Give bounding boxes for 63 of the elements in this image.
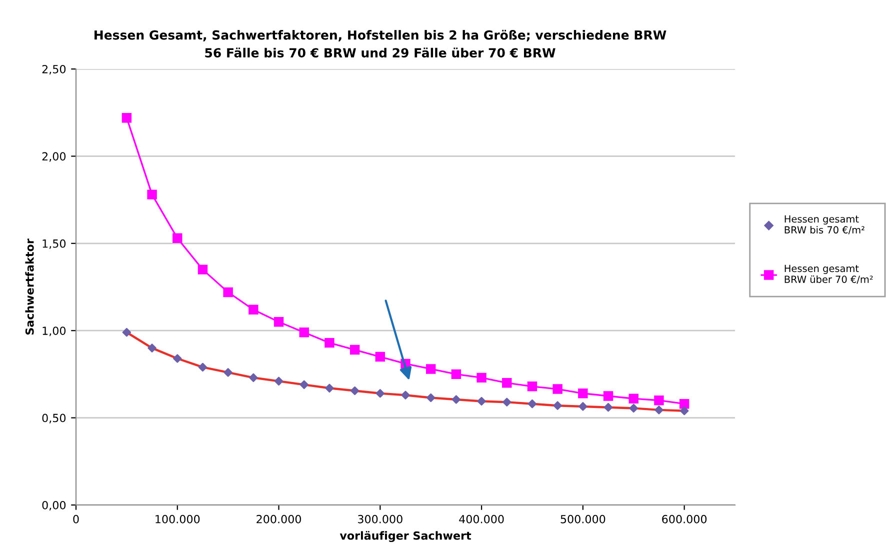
point bbox=[604, 402, 613, 412]
x-tick-label: 300.000 bbox=[358, 514, 402, 524]
point bbox=[198, 362, 208, 372]
point bbox=[452, 395, 461, 404]
point bbox=[299, 327, 309, 338]
point bbox=[274, 376, 284, 386]
point bbox=[249, 373, 258, 382]
point bbox=[629, 404, 638, 413]
point bbox=[248, 304, 258, 315]
point bbox=[426, 364, 436, 374]
point bbox=[654, 406, 664, 414]
point bbox=[300, 380, 308, 390]
x-tick-label: 600.000 bbox=[662, 514, 707, 524]
point bbox=[224, 368, 232, 377]
point bbox=[122, 112, 132, 123]
y-tick-label: 2,50 bbox=[42, 64, 66, 75]
point bbox=[172, 233, 182, 244]
legend-label: Hessen gesamt BRW bis 70 €/m² bbox=[784, 215, 864, 234]
y-tick-label: 2,00 bbox=[42, 152, 66, 162]
point bbox=[578, 402, 588, 411]
point bbox=[122, 328, 132, 337]
y-tick-label: 1,50 bbox=[42, 239, 66, 249]
x-axis-title: vorläufiger Sachwert bbox=[340, 531, 472, 542]
point bbox=[376, 389, 385, 398]
x-tick-label: 200.000 bbox=[256, 514, 302, 524]
y-tick-label: 0,00 bbox=[42, 500, 66, 511]
point bbox=[198, 264, 208, 274]
point bbox=[173, 354, 182, 363]
point bbox=[553, 401, 562, 410]
point bbox=[148, 344, 156, 352]
point bbox=[325, 384, 334, 393]
y-axis-title: Sachwertfaktor bbox=[25, 238, 34, 335]
point bbox=[502, 398, 512, 406]
x-tick-label: 400.000 bbox=[459, 514, 504, 524]
point bbox=[451, 369, 462, 380]
point bbox=[147, 190, 157, 200]
point bbox=[528, 399, 537, 408]
point bbox=[476, 372, 486, 383]
point bbox=[679, 398, 690, 409]
point bbox=[223, 287, 233, 298]
point bbox=[603, 391, 614, 401]
point bbox=[401, 390, 410, 400]
point bbox=[502, 378, 512, 388]
point bbox=[274, 317, 284, 327]
point bbox=[527, 382, 538, 392]
point bbox=[477, 396, 486, 406]
x-tick-label: 500.000 bbox=[560, 514, 606, 524]
point bbox=[426, 393, 436, 402]
point bbox=[654, 396, 664, 406]
x-tick-label: 100.000 bbox=[156, 514, 200, 524]
point bbox=[375, 352, 386, 362]
point bbox=[578, 388, 588, 398]
point bbox=[552, 384, 562, 394]
legend-label: Hessen gesamt BRW über 70 €/m² bbox=[784, 264, 873, 284]
x-tick-label: 0 bbox=[73, 514, 79, 524]
chart-title: Hessen Gesamt, Sachwertfaktoren, Hofstellen bis 2 ha Größe; verschiedene BRW 56 Fälle bis 70 € BRW und 29 Fälle über 70 € BRW bbox=[94, 30, 666, 58]
point bbox=[680, 406, 689, 416]
point bbox=[628, 394, 638, 404]
point bbox=[350, 344, 360, 355]
point bbox=[350, 386, 360, 396]
point bbox=[324, 338, 334, 348]
y-tick-label: 0,50 bbox=[42, 414, 66, 424]
y-tick-label: 1,00 bbox=[42, 326, 66, 336]
